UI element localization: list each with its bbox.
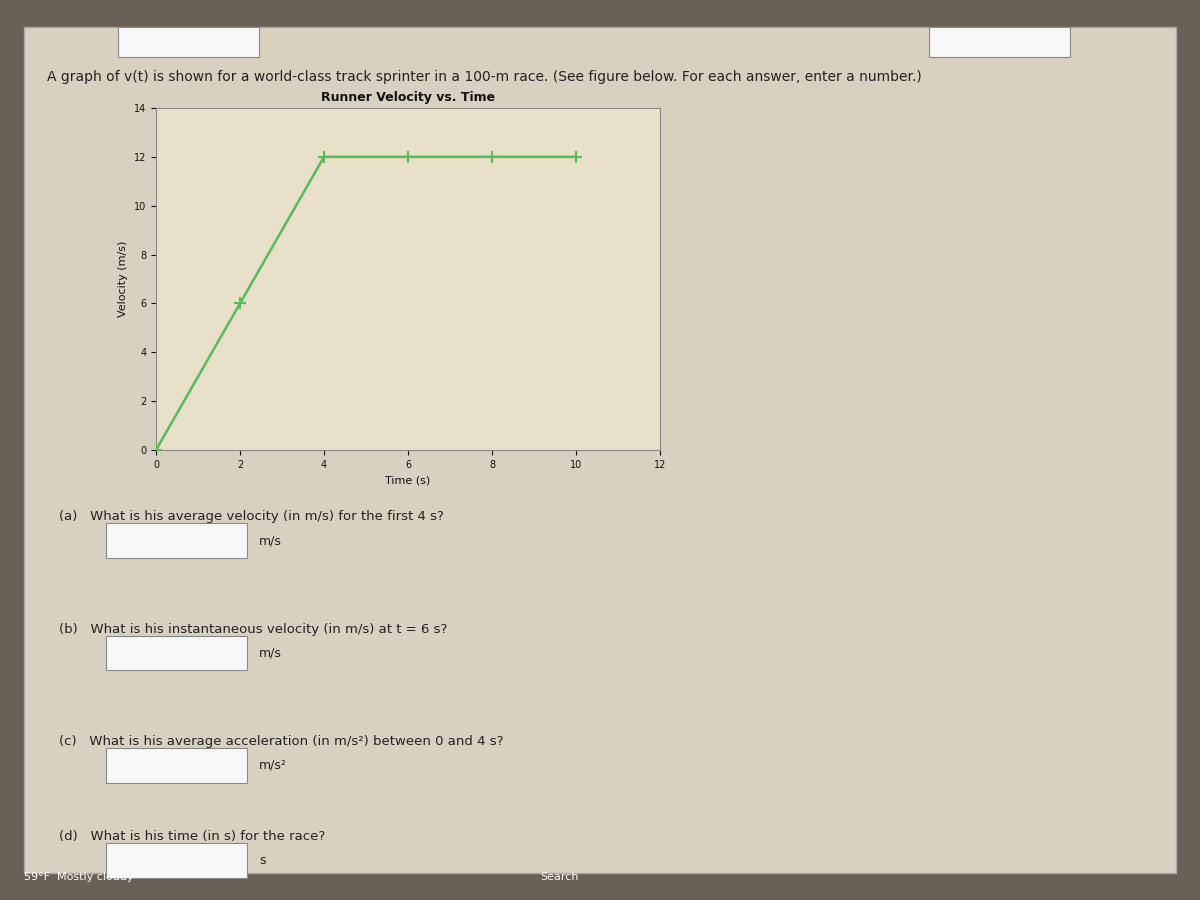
Text: (d)   What is his time (in s) for the race?: (d) What is his time (in s) for the race… — [59, 830, 325, 843]
Text: m/s: m/s — [259, 646, 282, 660]
Text: m/s²: m/s² — [259, 759, 287, 772]
Title: Runner Velocity vs. Time: Runner Velocity vs. Time — [320, 91, 496, 104]
X-axis label: Time (s): Time (s) — [385, 475, 431, 485]
Text: s: s — [259, 854, 265, 867]
Text: A graph of v(t) is shown for a world-class track sprinter in a 100-m race. (See : A graph of v(t) is shown for a world-cla… — [47, 70, 922, 84]
Text: (b)   What is his instantaneous velocity (in m/s) at t = 6 s?: (b) What is his instantaneous velocity (… — [59, 623, 448, 635]
Text: m/s: m/s — [259, 535, 282, 547]
Text: 59°F  Mostly cloudy: 59°F Mostly cloudy — [24, 872, 133, 882]
Text: Search: Search — [540, 872, 578, 882]
FancyBboxPatch shape — [106, 748, 247, 783]
FancyBboxPatch shape — [106, 635, 247, 670]
FancyBboxPatch shape — [929, 27, 1070, 57]
Text: (a)   What is his average velocity (in m/s) for the first 4 s?: (a) What is his average velocity (in m/s… — [59, 510, 444, 524]
FancyBboxPatch shape — [24, 27, 1176, 873]
FancyBboxPatch shape — [106, 843, 247, 878]
FancyBboxPatch shape — [118, 27, 259, 57]
Text: (c)   What is his average acceleration (in m/s²) between 0 and 4 s?: (c) What is his average acceleration (in… — [59, 735, 504, 748]
FancyBboxPatch shape — [106, 524, 247, 558]
Y-axis label: Velocity (m/s): Velocity (m/s) — [119, 241, 128, 317]
